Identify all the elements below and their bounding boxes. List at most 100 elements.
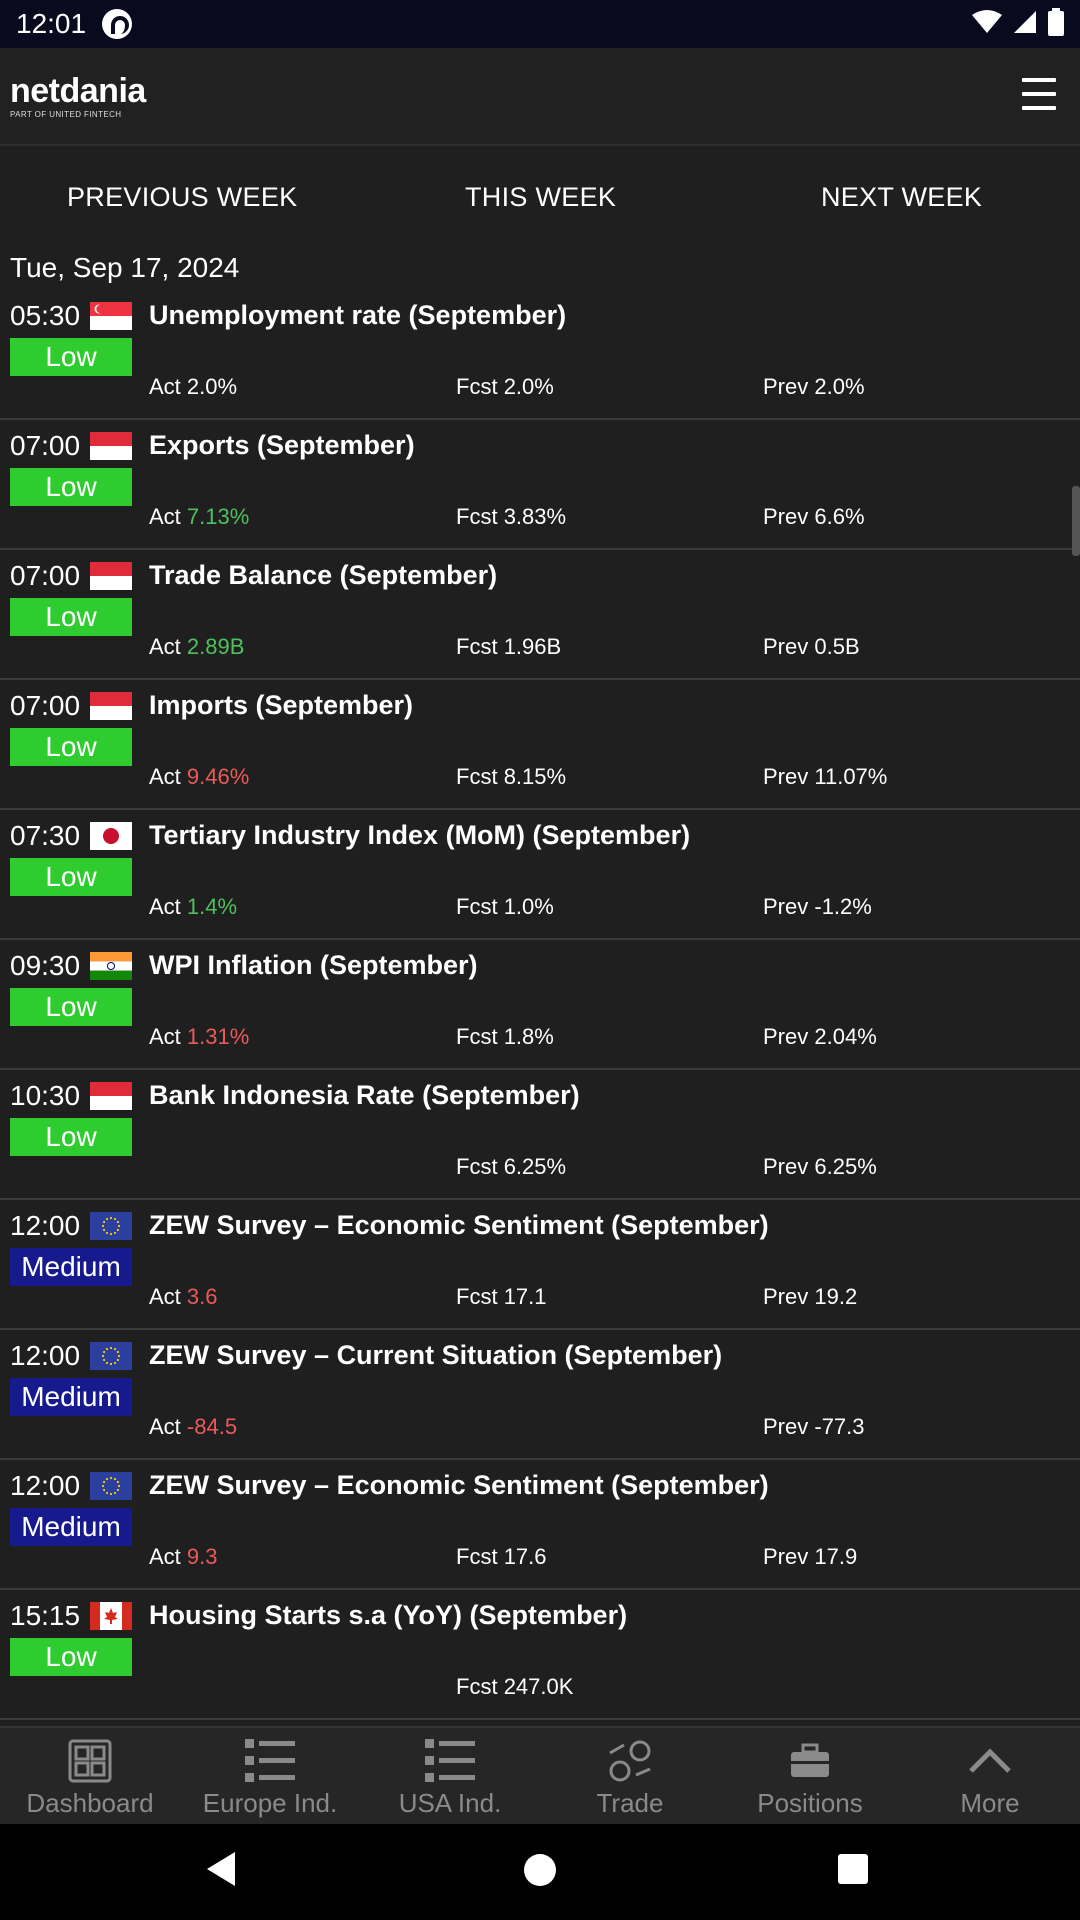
date-heading: Tue, Sep 17, 2024	[10, 252, 240, 283]
nav-europe-ind[interactable]: Europe Ind.	[180, 1736, 360, 1819]
events-list: 05:30 Low Unemployment rate (September) …	[0, 290, 1080, 1720]
impact-badge: Low	[10, 468, 132, 506]
event-row[interactable]: 07:30 Low Tertiary Industry Index (MoM) …	[0, 810, 1080, 940]
flag-id-icon	[90, 692, 132, 720]
event-title: Tertiary Industry Index (MoM) (September…	[149, 820, 691, 850]
logo-text: netdania	[10, 72, 146, 110]
event-title: Bank Indonesia Rate (September)	[149, 1080, 580, 1110]
actual-value: Act 2.0%	[149, 374, 238, 399]
event-time: 09:30	[10, 950, 81, 981]
impact-badge: Low	[10, 988, 132, 1026]
previous-value: Prev 0.5B	[763, 634, 860, 659]
impact-badge: Low	[10, 728, 132, 766]
flag-in-icon	[90, 952, 132, 980]
event-title: ZEW Survey – Economic Sentiment (Septemb…	[149, 1470, 769, 1500]
trade-icon	[609, 1740, 651, 1782]
nav-trade[interactable]: Trade	[540, 1736, 720, 1819]
logo-subtitle: PART OF UNITED FINTECH	[10, 110, 122, 119]
back-icon[interactable]	[207, 1852, 235, 1886]
event-time: 07:30	[10, 820, 81, 851]
actual-value: Act 9.46%	[149, 764, 250, 789]
event-title: Trade Balance (September)	[149, 560, 498, 590]
actual-value: Act 9.3	[149, 1544, 218, 1569]
forecast-value: Fcst 17.6	[456, 1544, 547, 1569]
previous-value: Prev 2.0%	[763, 374, 865, 399]
tab-next-week[interactable]: NEXT WEEK	[821, 182, 983, 212]
nav-label: Trade	[596, 1788, 664, 1818]
event-row[interactable]: 09:30 Low WPI Inflation (September) Act …	[0, 940, 1080, 1070]
previous-value: Prev 6.6%	[763, 504, 865, 529]
list-icon	[425, 1739, 475, 1782]
event-row[interactable]: 15:15 Low Housing Starts s.a (YoY) (Sept…	[0, 1590, 1080, 1720]
forecast-value: Fcst 1.0%	[456, 894, 554, 919]
status-time: 12:01	[16, 8, 87, 39]
impact-badge: Low	[10, 858, 132, 896]
event-time: 07:00	[10, 560, 81, 591]
nav-label: Positions	[757, 1788, 863, 1818]
event-time: 15:15	[10, 1600, 81, 1631]
event-row[interactable]: 12:00 Medium ZEW Survey – Economic Senti…	[0, 1200, 1080, 1330]
recents-icon[interactable]	[838, 1854, 868, 1884]
forecast-value: Fcst 1.96B	[456, 634, 562, 659]
flag-jp-icon	[90, 822, 132, 850]
status-bar: 12:01	[0, 0, 1080, 48]
event-time: 12:00	[10, 1210, 81, 1241]
event-row[interactable]: 10:30 Low Bank Indonesia Rate (September…	[0, 1070, 1080, 1200]
nav-label: Dashboard	[26, 1788, 154, 1818]
event-title: Unemployment rate (September)	[149, 300, 567, 330]
event-title: WPI Inflation (September)	[149, 950, 478, 980]
bottom-nav: Dashboard Europe Ind. USA Ind.	[0, 1726, 1080, 1826]
actual-value: Act 7.13%	[149, 504, 250, 529]
previous-value: Prev 2.04%	[763, 1024, 877, 1049]
event-title: Imports (September)	[149, 690, 414, 720]
tab-this-week[interactable]: THIS WEEK	[465, 182, 617, 212]
event-row[interactable]: 07:00 Low Imports (September) Act 9.46% …	[0, 680, 1080, 810]
hamburger-icon[interactable]	[1022, 78, 1056, 112]
event-title: ZEW Survey – Economic Sentiment (Septemb…	[149, 1210, 769, 1240]
impact-badge: Low	[10, 338, 132, 376]
forecast-value: Fcst 3.83%	[456, 504, 567, 529]
actual-value: Act -84.5	[149, 1414, 238, 1439]
week-tabs: PREVIOUS WEEK THIS WEEK NEXT WEEK	[0, 146, 1080, 250]
dashboard-icon	[68, 1739, 112, 1783]
nav-usa-ind[interactable]: USA Ind.	[360, 1736, 540, 1819]
nav-positions[interactable]: Positions	[720, 1736, 900, 1819]
app-notification-icon	[102, 9, 133, 39]
previous-value: Prev 6.25%	[763, 1154, 877, 1179]
event-time: 10:30	[10, 1080, 81, 1111]
event-row[interactable]: 05:30 Low Unemployment rate (September) …	[0, 290, 1080, 420]
event-row[interactable]: 07:00 Low Exports (September) Act 7.13% …	[0, 420, 1080, 550]
system-nav-bar	[0, 1824, 1080, 1920]
impact-badge: Medium	[10, 1378, 132, 1416]
flag-ca-icon	[90, 1602, 132, 1630]
event-title: Exports (September)	[149, 430, 415, 460]
flag-id-icon	[90, 562, 132, 590]
event-time: 12:00	[10, 1470, 81, 1501]
flag-eu-icon	[90, 1212, 132, 1240]
impact-badge: Low	[10, 1118, 132, 1156]
event-row[interactable]: 12:00 Medium ZEW Survey – Economic Senti…	[0, 1460, 1080, 1590]
briefcase-icon	[791, 1743, 829, 1777]
forecast-value: Fcst 2.0%	[456, 374, 554, 399]
event-title: Housing Starts s.a (YoY) (September)	[149, 1600, 628, 1630]
actual-value: Act 1.4%	[149, 894, 238, 919]
event-row[interactable]: 07:00 Low Trade Balance (September) Act …	[0, 550, 1080, 680]
event-row[interactable]: 12:00 Medium ZEW Survey – Current Situat…	[0, 1330, 1080, 1460]
nav-dashboard[interactable]: Dashboard	[0, 1736, 180, 1819]
previous-value: Prev 19.2	[763, 1284, 858, 1309]
impact-badge: Low	[10, 1638, 132, 1676]
signal-icon	[1014, 11, 1036, 33]
event-time: 07:00	[10, 430, 81, 461]
home-icon[interactable]	[524, 1854, 556, 1886]
netdania-logo[interactable]: netdania PART OF UNITED FINTECH	[10, 74, 146, 119]
previous-value: Prev -77.3	[763, 1414, 865, 1439]
scrollbar[interactable]	[1072, 486, 1080, 556]
actual-value: Act 1.31%	[149, 1024, 250, 1049]
tab-previous-week[interactable]: PREVIOUS WEEK	[67, 182, 298, 212]
flag-sg-icon	[90, 302, 132, 330]
forecast-value: Fcst 6.25%	[456, 1154, 567, 1179]
nav-more[interactable]: More	[900, 1736, 1080, 1819]
impact-badge: Low	[10, 598, 132, 636]
flag-eu-icon	[90, 1342, 132, 1370]
flag-id-icon	[90, 1082, 132, 1110]
